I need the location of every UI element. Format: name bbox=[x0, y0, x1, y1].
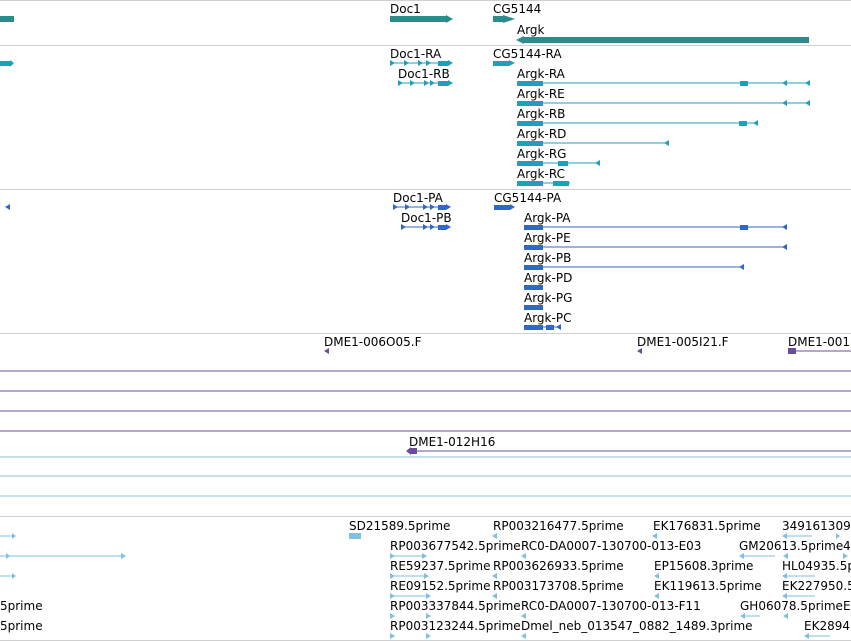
est-label[interactable]: Dmel_neb_013547_0882_1489.3prime bbox=[521, 619, 753, 633]
clone-label-001[interactable]: DME1-001 bbox=[788, 335, 851, 349]
transcript-label-argk-rc[interactable]: Argk-RC bbox=[517, 167, 565, 181]
clone-label-012h16[interactable]: DME1-012H16 bbox=[409, 435, 496, 449]
est-rule-lines bbox=[0, 456, 851, 497]
est-label[interactable]: E bbox=[843, 599, 851, 613]
gene-glyph-doc1 bbox=[390, 16, 446, 22]
gene-label-argk[interactable]: Argk bbox=[517, 23, 545, 37]
est-label[interactable]: SD21589.5prime bbox=[349, 519, 451, 533]
est-label[interactable]: EP15608.3prime bbox=[654, 559, 754, 573]
est-label[interactable]: RP003626933.5prime bbox=[493, 559, 624, 573]
est-label[interactable]: EK227950.5 bbox=[782, 579, 851, 593]
est-label[interactable]: 5prime bbox=[0, 599, 43, 613]
est-label[interactable]: RP003337844.5prime bbox=[390, 599, 521, 613]
protein-label-argk-pb[interactable]: Argk-PB bbox=[524, 251, 572, 265]
track-divider bbox=[0, 0, 851, 1]
transcript-label-argk-ra[interactable]: Argk-RA bbox=[517, 67, 565, 81]
est-label[interactable]: RP003123244.5prime bbox=[390, 619, 521, 633]
gene-arrow-icon bbox=[503, 15, 515, 23]
transcript-label-argk-rd[interactable]: Argk-RD bbox=[517, 127, 567, 141]
est-label[interactable]: GH06078.5prime bbox=[740, 599, 843, 613]
track-divider bbox=[0, 189, 851, 190]
protein-label-argk-pa[interactable]: Argk-PA bbox=[524, 211, 571, 225]
transcript-glyphs[interactable] bbox=[0, 60, 810, 186]
est-label[interactable]: RE59237.5prime bbox=[390, 559, 491, 573]
est-label[interactable]: EK119613.5prime bbox=[654, 579, 762, 593]
est-label[interactable]: RC0-DA0007-130700-013-F11 bbox=[521, 599, 701, 613]
gene-arrow-icon bbox=[446, 15, 453, 23]
gene-glyph-cg5144 bbox=[493, 16, 503, 22]
est-label[interactable]: RP003677542.5prime bbox=[390, 539, 521, 553]
est-label[interactable]: RP003173708.5prime bbox=[493, 579, 624, 593]
protein-label-argk-pd[interactable]: Argk-PD bbox=[524, 271, 573, 285]
track-divider bbox=[0, 45, 851, 46]
track-divider bbox=[0, 516, 851, 517]
transcript-label-doc1-rb[interactable]: Doc1-RB bbox=[398, 67, 450, 81]
est-label[interactable]: 4 bbox=[843, 539, 851, 553]
gene-arrow-icon bbox=[516, 36, 524, 44]
transcript-label-cg5144-ra[interactable]: CG5144-RA bbox=[493, 47, 562, 61]
gene-glyphs[interactable] bbox=[0, 15, 809, 44]
est-label[interactable]: GM20613.5prime bbox=[739, 539, 844, 553]
est-label[interactable]: 5prime bbox=[0, 619, 43, 633]
transcript-label-argk-re[interactable]: Argk-RE bbox=[517, 87, 565, 101]
protein-label-argk-pc[interactable]: Argk-PC bbox=[524, 311, 572, 325]
protein-label-doc1-pb[interactable]: Doc1-PB bbox=[401, 211, 452, 225]
est-label[interactable]: 349161309 bbox=[782, 519, 851, 533]
est-label[interactable]: HL04935.5prime bbox=[782, 559, 851, 573]
est-label[interactable]: RC0-DA0007-130700-013-E03 bbox=[521, 539, 702, 553]
transcript-label-argk-rb[interactable]: Argk-RB bbox=[517, 107, 566, 121]
transcript-label-doc1-ra[interactable]: Doc1-RA bbox=[390, 47, 442, 61]
protein-label-argk-pe[interactable]: Argk-PE bbox=[524, 231, 571, 245]
est-label[interactable]: EK2894 bbox=[804, 619, 850, 633]
track-divider bbox=[0, 333, 851, 334]
est-label[interactable]: RE09152.5prime bbox=[390, 579, 491, 593]
gene-glyph-offscreen bbox=[0, 16, 14, 22]
protein-glyphs[interactable] bbox=[5, 204, 787, 330]
protein-label-doc1-pa[interactable]: Doc1-PA bbox=[393, 191, 443, 205]
clone-label-005i21[interactable]: DME1-005I21.F bbox=[637, 335, 729, 349]
clone-label-006o05[interactable]: DME1-006O05.F bbox=[324, 335, 422, 349]
est-label[interactable]: EK176831.5prime bbox=[653, 519, 761, 533]
gene-label-cg5144[interactable]: CG5144 bbox=[493, 2, 542, 16]
est-glyphs[interactable] bbox=[0, 533, 848, 639]
gene-glyph-argk bbox=[524, 37, 809, 43]
protein-label-cg5144-pa[interactable]: CG5144-PA bbox=[494, 191, 562, 205]
est-label[interactable]: RP003216477.5prime bbox=[493, 519, 624, 533]
clone-glyphs[interactable] bbox=[0, 348, 851, 455]
protein-label-argk-pg[interactable]: Argk-PG bbox=[524, 291, 573, 305]
gene-label-doc1[interactable]: Doc1 bbox=[390, 2, 421, 16]
transcript-label-argk-rg[interactable]: Argk-RG bbox=[517, 147, 567, 161]
